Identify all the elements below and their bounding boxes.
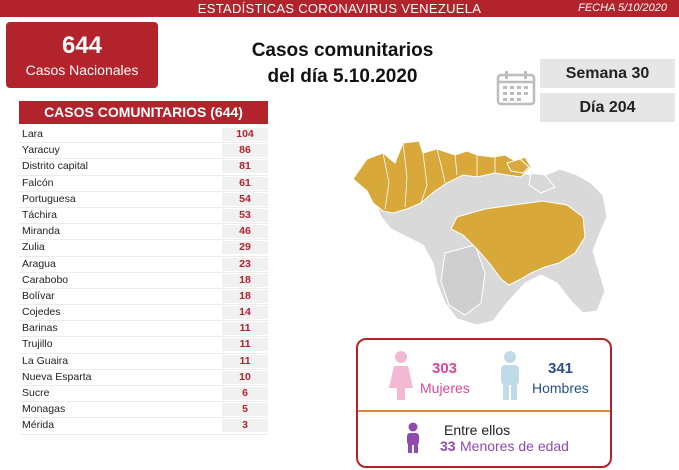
women-count: 303: [432, 360, 458, 377]
table-row: Aragua 23: [19, 257, 268, 273]
table-row: Cojedes 14: [19, 305, 268, 322]
map-state-borders: [382, 142, 496, 210]
map-highlight-bolivar: [450, 200, 586, 286]
state-cases: 104: [222, 128, 268, 141]
table-row: Portuguesa 54: [19, 192, 268, 208]
state-name: Lara: [22, 128, 44, 140]
state-cases: 86: [222, 144, 268, 158]
state-name: Nueva Esparta: [22, 370, 92, 383]
state-cases: 14: [222, 306, 268, 320]
state-cases: 29: [222, 241, 268, 255]
national-cases-label: Casos Nacionales: [25, 62, 139, 78]
table-row: Barinas 11: [19, 321, 268, 338]
venezuela-map: [352, 140, 608, 326]
national-cases-count: 644: [61, 32, 103, 59]
table-row: Miranda 46: [19, 224, 268, 241]
state-name: Trujillo: [22, 338, 53, 351]
state-name: La Guaira: [22, 354, 69, 367]
day-label: Día 204: [540, 93, 675, 122]
state-name: Barinas: [22, 322, 58, 335]
table-row: Nueva Esparta 10: [19, 370, 268, 386]
table-row: Zulia 29: [19, 240, 268, 257]
women-label: Mujeres: [420, 380, 470, 396]
state-name: Carabobo: [22, 273, 69, 286]
state-name: Sucre: [22, 387, 50, 399]
state-name: Cojedes: [22, 306, 61, 319]
demographics-box: 303 Mujeres 341 Hombres Entre ellos 33 M…: [356, 338, 612, 468]
calendar-icon: [496, 71, 536, 106]
report-date: FECHA 5/10/2020: [578, 2, 667, 14]
table-row: Monagas 5: [19, 402, 268, 419]
divider: [358, 410, 610, 412]
state-name: Portuguesa: [22, 192, 76, 205]
table-row: Bolívar 18: [19, 289, 268, 306]
state-cases: 6: [222, 387, 268, 400]
table-row: Mérida 3: [19, 418, 268, 435]
state-cases: 61: [222, 176, 268, 190]
men-label: Hombres: [532, 380, 589, 396]
map-highlight-north: [352, 140, 532, 214]
map-highlight-sucre: [506, 158, 530, 174]
table-row: Yaracuy 86: [19, 143, 268, 160]
table-row: Carabobo 18: [19, 273, 268, 289]
state-cases: 18: [222, 273, 268, 287]
state-cases: 18: [222, 289, 268, 303]
state-name: Táchira: [22, 208, 58, 221]
minors-count: 33: [440, 438, 456, 454]
state-name: Miranda: [22, 225, 60, 238]
state-name: Mérida: [22, 419, 55, 432]
headline: Casos comunitarios del día 5.10.2020: [220, 38, 465, 90]
state-name: Monagas: [22, 403, 66, 416]
state-cases: 54: [222, 192, 268, 206]
minors-label: Menores de edad: [460, 438, 569, 454]
state-cases-table: Lara 104 Yaracuy 86 Distrito capital 81 Falcón…: [19, 127, 268, 435]
table-row: Distrito capital 81: [19, 159, 268, 176]
state-name: Distrito capital: [22, 160, 88, 173]
page-title: ESTADÍSTICAS CORONAVIRUS VENEZUELA: [197, 1, 482, 16]
state-name: Falcón: [22, 176, 54, 189]
men-count: 341: [548, 360, 574, 377]
top-banner: ESTADÍSTICAS CORONAVIRUS VENEZUELA FECHA…: [0, 0, 679, 17]
national-cases-box: 644 Casos Nacionales: [6, 22, 158, 88]
state-cases: 11: [222, 322, 268, 336]
week-label: Semana 30: [540, 59, 675, 88]
table-row: Trujillo 11: [19, 337, 268, 354]
state-cases: 11: [222, 338, 268, 352]
state-cases: 5: [222, 403, 268, 417]
state-cases: 46: [222, 225, 268, 239]
map-monagas-region: [528, 172, 556, 194]
child-icon: [407, 422, 419, 453]
headline-line2: del día 5.10.2020: [267, 66, 418, 87]
woman-icon: [389, 351, 413, 400]
state-cases: 10: [222, 370, 268, 384]
state-cases: 11: [222, 354, 268, 368]
among-label: Entre ellos: [444, 422, 511, 438]
state-cases: 23: [222, 257, 268, 271]
state-cases: 53: [222, 208, 268, 222]
state-name: Bolívar: [22, 289, 55, 302]
man-icon: [501, 351, 519, 400]
state-name: Yaracuy: [22, 144, 60, 157]
table-row: Sucre 6: [19, 386, 268, 403]
state-cases: 3: [222, 419, 268, 433]
headline-line1: Casos comunitarios: [251, 40, 434, 61]
state-name: Zulia: [22, 241, 45, 254]
table-row: Falcón 61: [19, 176, 268, 192]
map-amazonas-region: [440, 244, 486, 316]
table-row: Lara 104: [19, 127, 268, 144]
state-cases: 81: [222, 160, 268, 174]
table-row: La Guaira 11: [19, 354, 268, 370]
state-name: Aragua: [22, 257, 56, 270]
table-title: CASOS COMUNITARIOS (644): [19, 101, 268, 124]
table-row: Táchira 53: [19, 208, 268, 225]
